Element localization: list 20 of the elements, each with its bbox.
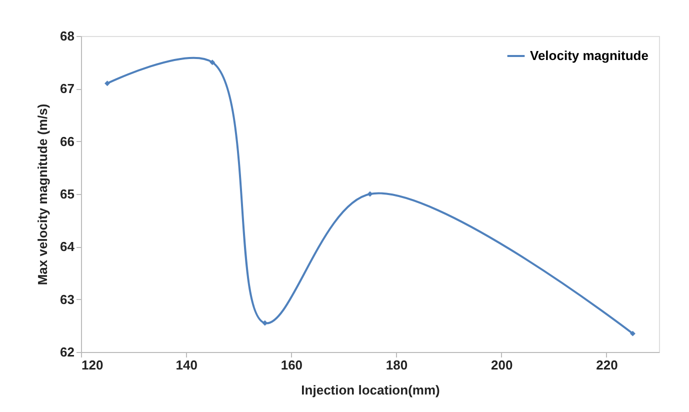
x-tick-label: 160 (280, 358, 303, 372)
y-tick-label: 68 (60, 28, 74, 44)
x-tick-label: 220 (596, 358, 618, 372)
legend-label: Velocity magnitude (530, 48, 648, 63)
y-tick-label: 63 (60, 292, 74, 307)
y-tick-label: 62 (60, 344, 74, 360)
x-tick-label: 180 (386, 358, 408, 372)
y-tick-label: 67 (60, 81, 74, 96)
point (104, 80, 110, 86)
y-tick-label: 66 (60, 134, 74, 149)
point (210, 60, 216, 66)
point (630, 330, 636, 336)
x-tick-label: 140 (176, 358, 198, 372)
y-tick-label: 65 (60, 186, 74, 202)
point (367, 191, 373, 197)
x-tick-label: 200 (491, 358, 513, 372)
y-tick-label: 64 (60, 239, 76, 254)
x-axis-title: Injection location(mm) (301, 382, 440, 398)
x-tick-label: 120 (82, 358, 104, 372)
y-axis-title: Max velocity magnitude (m/s) (35, 104, 50, 286)
